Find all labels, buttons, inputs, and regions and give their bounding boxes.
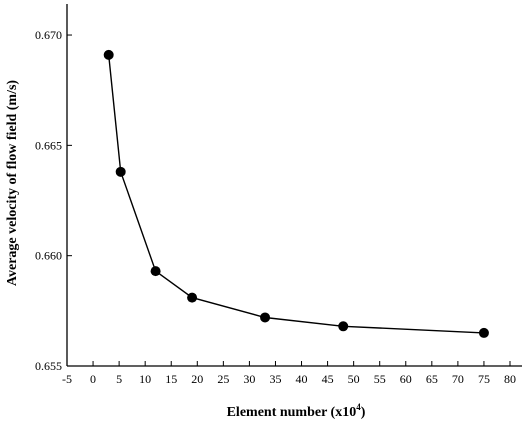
data-point <box>260 312 271 323</box>
data-point <box>103 49 114 60</box>
x-tick-label: 45 <box>322 372 334 386</box>
y-tick-label: 0.665 <box>35 138 62 152</box>
series-layer <box>103 49 489 338</box>
x-tick-label: 10 <box>139 372 151 386</box>
x-tick-label: 30 <box>243 372 255 386</box>
x-tick-label: 55 <box>374 372 386 386</box>
x-tick-label: 35 <box>269 372 281 386</box>
x-tick-label: 15 <box>165 372 177 386</box>
data-point <box>478 327 489 338</box>
data-point <box>115 166 126 177</box>
x-tick-label: 70 <box>452 372 464 386</box>
data-point <box>338 321 349 332</box>
x-tick-label: 65 <box>426 372 438 386</box>
x-tick-label: -5 <box>62 372 72 386</box>
y-tick-label: 0.655 <box>35 359 62 373</box>
x-axis-title-exponent: 4 <box>356 402 361 412</box>
y-tick-label: 0.660 <box>35 249 62 263</box>
y-axis-title: Average velocity of flow field (m/s) <box>5 80 20 287</box>
x-axis-ticks: -5 0 5 10 15 20 25 30 35 40 45 50 55 60 65 70 75 80 <box>62 361 516 386</box>
series-line <box>108 54 484 334</box>
x-tick-label: 75 <box>478 372 490 386</box>
plot-frame <box>66 4 522 367</box>
y-axis-ticks: 0.655 0.660 0.665 0.670 <box>35 28 72 373</box>
data-point <box>150 266 161 277</box>
x-tick-label: 60 <box>400 372 412 386</box>
x-tick-label: 40 <box>296 372 308 386</box>
y-tick-label: 0.670 <box>35 28 62 42</box>
data-point <box>187 292 198 303</box>
x-tick-label: 50 <box>348 372 360 386</box>
x-tick-label: 25 <box>217 372 229 386</box>
x-tick-label: 80 <box>504 372 516 386</box>
x-axis-title-main: Element number (x10 <box>227 405 357 420</box>
x-tick-label: 0 <box>90 372 96 386</box>
x-tick-label: 20 <box>191 372 203 386</box>
x-axis-title-close: ) <box>361 405 366 420</box>
x-tick-label: 5 <box>116 372 122 386</box>
x-axis-title: Element number (x104) <box>227 402 366 420</box>
